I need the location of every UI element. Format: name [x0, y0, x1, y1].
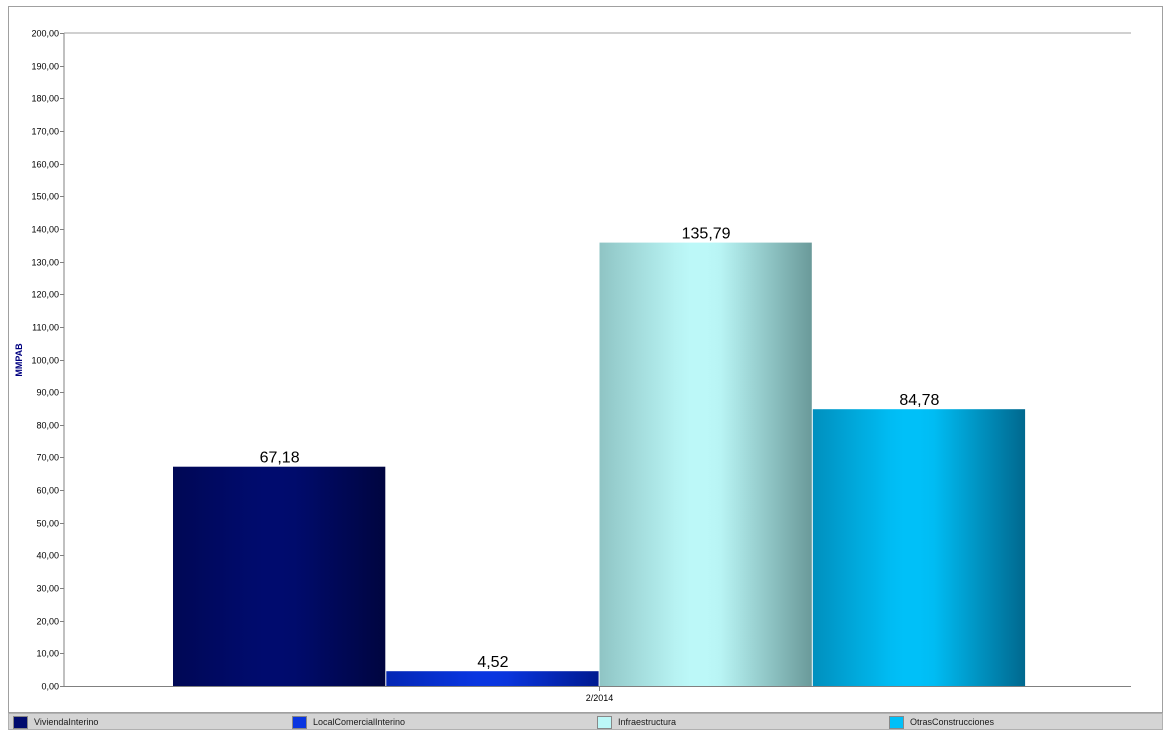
- y-tick-label: 50,00: [36, 519, 59, 529]
- bars-group: 67,18 4,52 135,79 84,78: [173, 226, 1026, 686]
- y-tick-label: 60,00: [36, 486, 59, 496]
- y-tick-label: 170,00: [31, 127, 59, 137]
- data-label-OtrasConstrucciones: 84,78: [899, 392, 939, 409]
- y-tick-label: 40,00: [36, 551, 59, 561]
- y-tick-label: 120,00: [31, 290, 59, 300]
- legend-label: Infraestructura: [618, 717, 677, 727]
- y-tick-label: 80,00: [36, 421, 59, 431]
- legend-item-OtrasConstrucciones[interactable]: OtrasConstrucciones: [889, 715, 994, 729]
- y-tick-label: 180,00: [31, 94, 59, 104]
- x-tick-label: 2/2014: [586, 693, 614, 703]
- y-tick-label: 160,00: [31, 160, 59, 170]
- legend-swatch: [13, 715, 28, 729]
- x-axis: 2/2014: [64, 686, 1131, 703]
- bar-Infraestructura[interactable]: [599, 242, 812, 686]
- legend-item-LocalComercialInterino[interactable]: LocalComercialInterino: [292, 715, 405, 729]
- data-label-Infraestructura: 135,79: [682, 226, 731, 243]
- y-tick-label: 100,00: [31, 356, 59, 366]
- y-tick-label: 70,00: [36, 453, 59, 463]
- bar-LocalComercialInterino[interactable]: [386, 671, 599, 686]
- legend-item-Infraestructura[interactable]: Infraestructura: [597, 715, 676, 729]
- y-tick-label: 0,00: [41, 682, 59, 692]
- bar-OtrasConstrucciones[interactable]: [812, 409, 1026, 686]
- y-tick-label: 10,00: [36, 649, 59, 659]
- legend-item-ViviendaInterino[interactable]: ViviendaInterino: [13, 715, 98, 729]
- data-label-ViviendaInterino: 67,18: [260, 450, 300, 467]
- y-axis-label: MMPAB: [14, 343, 24, 377]
- data-label-LocalComercialInterino: 4,52: [477, 654, 508, 671]
- chart-area: 0,00 10,00 20,00 30,00 40,00 50,00 60,00 70,00 8…: [14, 29, 1131, 703]
- y-tick-label: 90,00: [36, 388, 59, 398]
- y-tick-label: 110,00: [32, 323, 59, 333]
- legend: ViviendaInterino LocalComercialInterino In…: [8, 713, 1163, 730]
- legend-label: LocalComercialInterino: [313, 717, 406, 727]
- legend-label: ViviendaInterino: [34, 717, 99, 727]
- legend-swatch: [597, 715, 612, 729]
- y-tick-label: 150,00: [31, 192, 59, 202]
- y-tick-label: 130,00: [31, 258, 59, 268]
- y-tick-label: 20,00: [36, 617, 59, 627]
- y-axis: 0,00 10,00 20,00 30,00 40,00 50,00 60,00 70,00 8…: [31, 29, 1131, 692]
- y-tick-label: 30,00: [36, 584, 59, 594]
- y-tick-label: 190,00: [31, 62, 59, 72]
- y-tick-label: 200,00: [31, 29, 59, 39]
- legend-swatch: [292, 715, 307, 729]
- legend-swatch: [889, 715, 904, 729]
- y-tick-label: 140,00: [31, 225, 59, 235]
- legend-label: OtrasConstrucciones: [910, 717, 995, 727]
- bar-ViviendaInterino[interactable]: [173, 466, 386, 686]
